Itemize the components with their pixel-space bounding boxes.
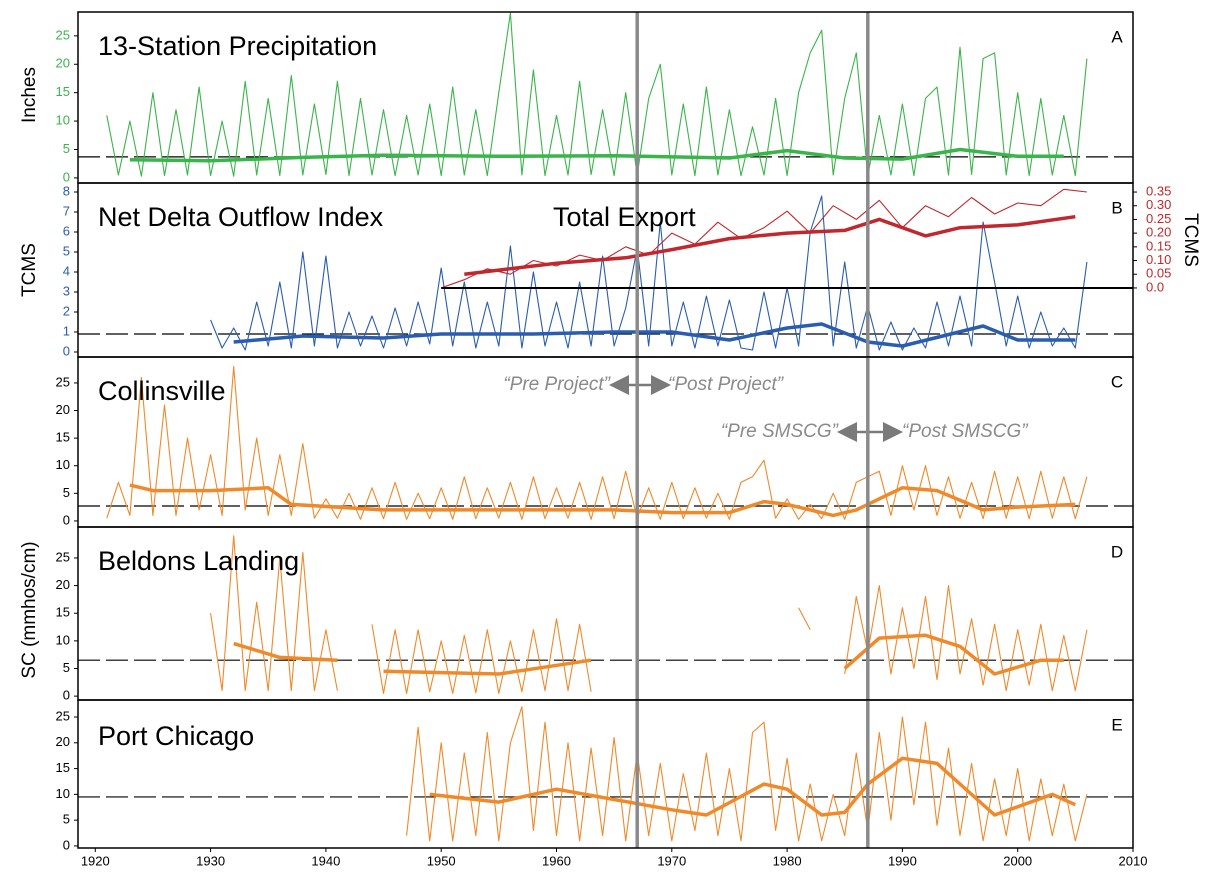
panel-letter: B (1111, 198, 1122, 217)
y2-tick-label: 0.35 (1146, 183, 1171, 198)
y-tick-label: 10 (56, 113, 70, 128)
y-tick-label: 20 (56, 56, 70, 71)
y-tick-label: 20 (56, 402, 70, 417)
smoothed-line (464, 214, 1076, 276)
y-tick-label: 0 (63, 837, 70, 852)
y-tick-label: 5 (63, 141, 70, 156)
x-tick-label: 1980 (773, 853, 802, 868)
y-tick-label: 25 (56, 549, 70, 564)
annotation: “Pre SMSCG” (721, 421, 840, 442)
panel-title: Collinsville (98, 376, 226, 406)
y-tick-label: 5 (63, 812, 70, 827)
panel-frame (77, 699, 1134, 849)
y-tick-label: 5 (63, 485, 70, 500)
y-tick-label: 25 (56, 374, 70, 389)
y-tick-label: 10 (56, 632, 70, 647)
panel-letter: D (1111, 542, 1123, 561)
y-tick-label: 20 (56, 734, 70, 749)
y-tick-label: 20 (56, 577, 70, 592)
y-tick-label: 3 (63, 283, 70, 298)
y-tick-label: 7 (63, 203, 70, 218)
y-axis-label: TCMS (19, 243, 40, 297)
y-tick-label: 0 (63, 169, 70, 184)
smoothed-line (429, 756, 1077, 817)
y-tick-label: 25 (56, 708, 70, 723)
annotation: “Post Project” (668, 374, 785, 395)
y-tick-label: 25 (56, 27, 70, 42)
y-tick-label: 2 (63, 303, 70, 318)
y-tick-label: 0 (63, 688, 70, 703)
y-tick-label: 15 (56, 605, 70, 620)
panel-letter: A (1111, 27, 1123, 46)
y-axis-label: Inches (19, 67, 40, 123)
y-tick-label: 1 (63, 323, 70, 338)
y2-tick-label: 0.10 (1146, 252, 1171, 267)
x-tick-label: 2000 (1003, 853, 1032, 868)
x-tick-label: 1920 (81, 853, 110, 868)
y2-tick-label: 0.0 (1146, 279, 1164, 294)
y-tick-label: 15 (56, 84, 70, 99)
y2-tick-label: 0.25 (1146, 211, 1171, 226)
y-tick-label: 10 (56, 786, 70, 801)
smoothed-line (233, 322, 1076, 348)
smoothed-line (129, 483, 1076, 518)
y2-tick-label: 0.20 (1146, 225, 1171, 240)
panel-title: Net Delta Outflow Index (98, 202, 384, 232)
panel-letter: C (1111, 372, 1123, 391)
panel-title: 13-Station Precipitation (98, 31, 377, 61)
y2-tick-label: 0.30 (1146, 197, 1171, 212)
y-tick-label: 0 (63, 343, 70, 358)
x-tick-label: 1940 (311, 853, 340, 868)
x-tick-label: 1930 (196, 853, 225, 868)
annotation: “Post SMSCG” (902, 421, 1029, 442)
x-tick-label: 1960 (542, 853, 571, 868)
data-line (210, 535, 1088, 694)
y2-axis-label: TCMS (1180, 213, 1201, 267)
y2-tick-label: 0.05 (1146, 266, 1171, 281)
data-line (406, 706, 1088, 842)
annotation: “Pre Project” (503, 374, 611, 395)
x-tick-label: 1990 (888, 853, 917, 868)
x-tick-label: 2010 (1119, 853, 1148, 868)
panel-title: Beldons Landing (98, 546, 299, 576)
data-line (210, 195, 1088, 351)
data-line (106, 12, 1088, 177)
y-tick-label: 6 (63, 223, 70, 238)
y-tick-label: 4 (63, 263, 70, 278)
data-line (106, 365, 1088, 520)
y-tick-label: 5 (63, 243, 70, 258)
y2-tick-label: 0.15 (1146, 238, 1171, 253)
y-tick-label: 8 (63, 183, 70, 198)
x-tick-label: 1970 (657, 853, 686, 868)
smoothed-line (233, 633, 1064, 676)
y-tick-label: 0 (63, 512, 70, 527)
panel-title: Port Chicago (98, 721, 254, 751)
y-tick-label: 15 (56, 760, 70, 775)
annotation: Total Export (553, 202, 696, 232)
y-axis-label: SC (mmhos/cm) (19, 541, 40, 678)
y-tick-label: 10 (56, 457, 70, 472)
x-tick-label: 1950 (427, 853, 456, 868)
smoothed-line (129, 147, 1064, 163)
panel-letter: E (1111, 715, 1122, 734)
y-tick-label: 15 (56, 430, 70, 445)
y-tick-label: 5 (63, 660, 70, 675)
